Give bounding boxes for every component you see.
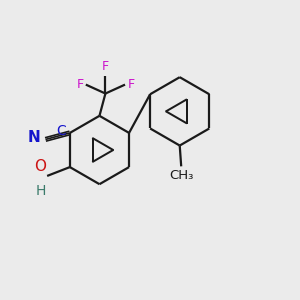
- Text: O: O: [34, 159, 46, 174]
- Text: F: F: [76, 78, 83, 91]
- Text: N: N: [27, 130, 40, 146]
- Text: F: F: [102, 60, 109, 73]
- Text: F: F: [128, 78, 134, 91]
- Text: C: C: [56, 124, 65, 138]
- Text: H: H: [35, 184, 46, 198]
- Text: CH₃: CH₃: [169, 169, 194, 182]
